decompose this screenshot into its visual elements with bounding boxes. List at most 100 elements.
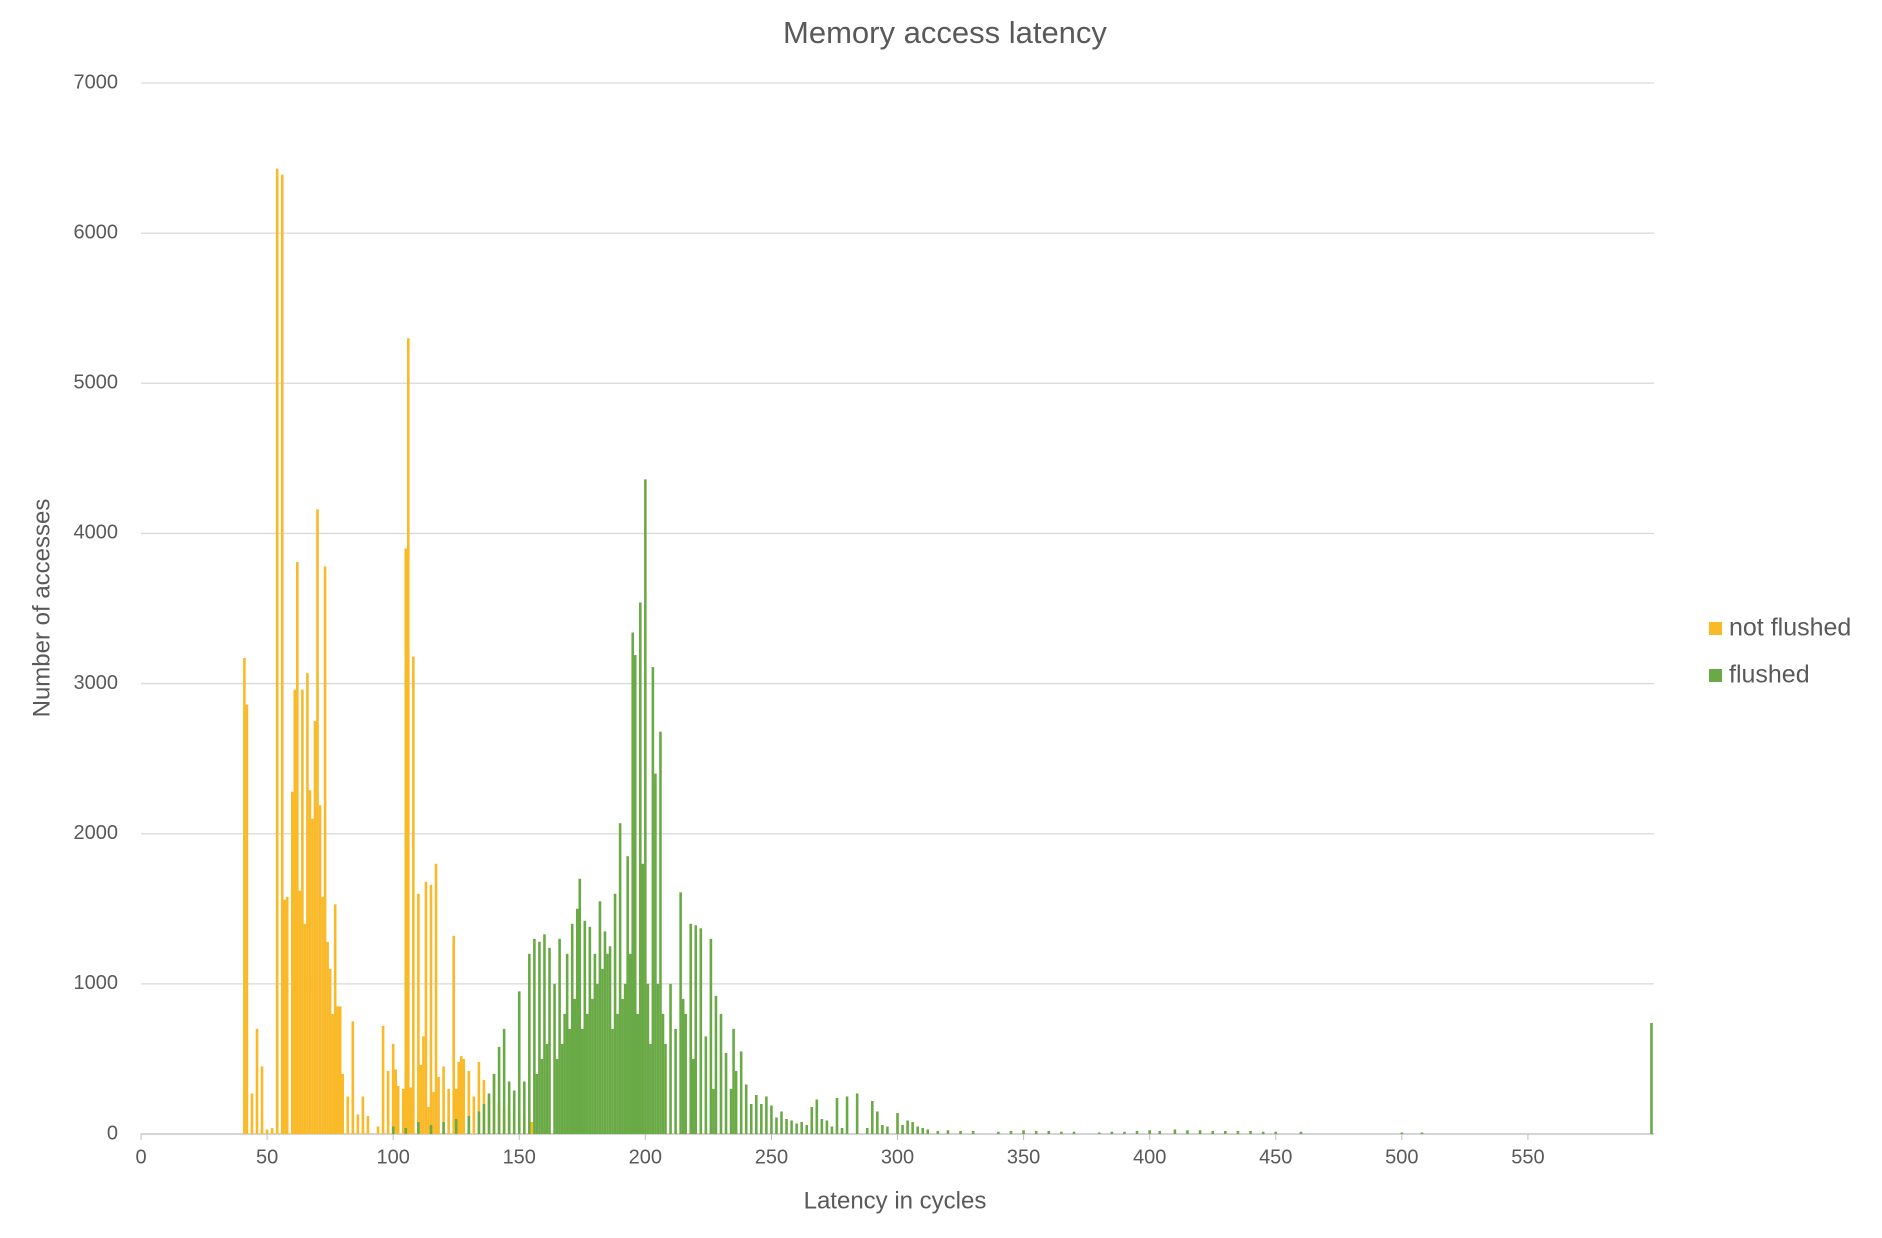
bar — [424, 881, 428, 1134]
bar — [732, 1028, 735, 1134]
bar — [306, 673, 309, 1134]
bar — [507, 1081, 511, 1134]
bar — [422, 1036, 425, 1134]
y-tick-label: 6000 — [74, 221, 119, 243]
bar — [459, 1055, 463, 1134]
bar — [376, 1126, 380, 1134]
bar — [243, 658, 246, 1134]
bar — [442, 1066, 445, 1134]
y-tick-label: 3000 — [74, 672, 119, 694]
bar — [394, 1069, 397, 1134]
bar — [608, 946, 612, 1134]
bar — [734, 1070, 738, 1134]
bar — [754, 1094, 758, 1134]
bar — [404, 1127, 408, 1134]
bar — [318, 805, 322, 1134]
bar — [270, 1127, 274, 1134]
bar — [434, 863, 438, 1134]
bar — [959, 1130, 962, 1134]
bar — [896, 1112, 899, 1134]
bar — [275, 168, 279, 1134]
bar — [810, 1106, 814, 1134]
bar — [712, 1088, 715, 1134]
bar — [598, 901, 602, 1134]
bar — [651, 667, 655, 1134]
bar — [674, 1028, 677, 1134]
bar — [477, 1111, 481, 1134]
bar — [820, 1118, 824, 1134]
bar — [845, 1096, 849, 1134]
x-tick-label: 300 — [881, 1146, 914, 1168]
bar — [323, 566, 327, 1134]
bar — [916, 1126, 919, 1134]
x-tick-label: 200 — [629, 1146, 662, 1168]
bar — [285, 896, 289, 1134]
bar — [575, 908, 579, 1134]
bar — [704, 1036, 708, 1134]
x-axis-title: Latency in cycles — [804, 1187, 987, 1214]
bar — [533, 938, 536, 1134]
bar — [1650, 1022, 1653, 1134]
bar — [487, 1093, 491, 1134]
bar — [467, 1070, 471, 1134]
bar — [588, 926, 592, 1134]
bar — [311, 818, 314, 1134]
bar — [1299, 1131, 1303, 1134]
bar — [1236, 1130, 1240, 1134]
bar — [429, 884, 433, 1134]
bar — [765, 1096, 768, 1134]
bar — [497, 1046, 501, 1134]
bar — [580, 1028, 584, 1134]
bar — [283, 899, 287, 1134]
bar — [538, 941, 541, 1134]
bar — [659, 731, 662, 1134]
bar — [296, 561, 299, 1134]
bar — [641, 863, 645, 1134]
bar — [709, 938, 713, 1134]
y-tick-label: 4000 — [74, 522, 119, 544]
y-tick-label: 1000 — [74, 972, 119, 994]
bar — [517, 991, 521, 1134]
x-tick-label: 0 — [135, 1146, 146, 1168]
bar — [628, 953, 632, 1134]
bar — [391, 1043, 395, 1134]
bar — [1198, 1130, 1202, 1134]
bar — [623, 983, 627, 1134]
bar — [1186, 1130, 1189, 1134]
y-tick-label: 2000 — [74, 822, 119, 844]
bar — [545, 1043, 549, 1134]
bar — [396, 1085, 400, 1134]
bar — [530, 1121, 534, 1134]
bar — [321, 896, 324, 1134]
bar — [1034, 1130, 1038, 1134]
bar — [621, 998, 624, 1134]
bar — [298, 890, 302, 1134]
bar — [1173, 1129, 1177, 1134]
bar — [870, 1100, 874, 1134]
bar — [573, 998, 577, 1134]
bar — [770, 1105, 773, 1134]
bar — [886, 1126, 889, 1134]
bar — [749, 1103, 753, 1134]
legend-label: flushed — [1729, 661, 1810, 689]
chart-title: Memory access latency — [783, 15, 1107, 50]
bar — [333, 904, 337, 1134]
bar — [492, 1073, 496, 1134]
bar — [946, 1130, 950, 1134]
bar — [1400, 1132, 1404, 1134]
bar — [477, 1061, 481, 1134]
bar — [616, 1013, 619, 1134]
bar — [429, 1124, 433, 1134]
y-axis-title: Number of accesses — [28, 499, 55, 718]
bar — [679, 892, 682, 1134]
bar — [1072, 1131, 1076, 1134]
legend-label: not flushed — [1729, 614, 1851, 642]
bar — [255, 1028, 259, 1134]
bar — [876, 1111, 879, 1134]
bar — [260, 1066, 264, 1134]
bar — [540, 1058, 544, 1134]
bar — [457, 1061, 461, 1134]
bar — [568, 1028, 571, 1134]
bar — [1224, 1130, 1227, 1134]
bar — [528, 953, 531, 1134]
